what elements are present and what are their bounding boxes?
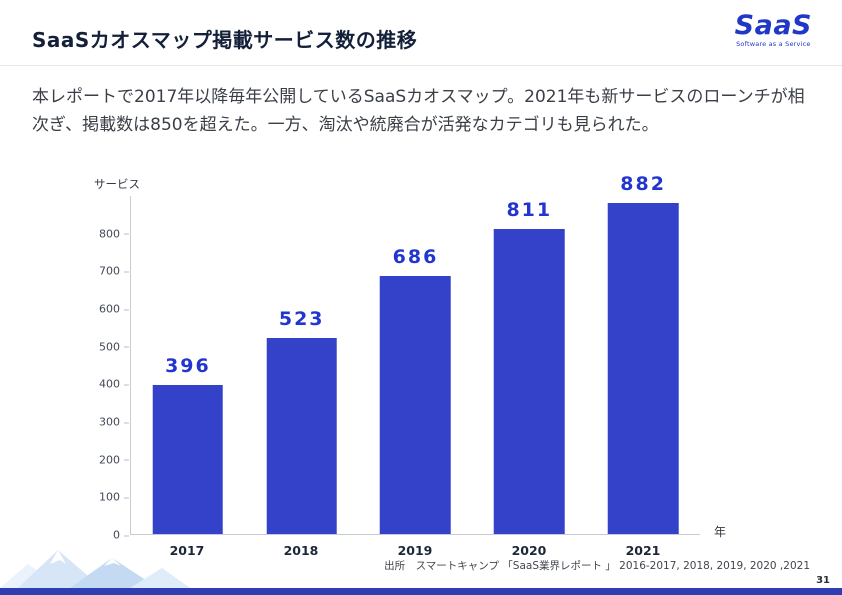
intro-text: 本レポートで2017年以降毎年公開しているSaaSカオスマップ。2021年も新サ… bbox=[32, 87, 805, 135]
mountains-decoration bbox=[0, 550, 190, 588]
plot-area: 396 523 686 811 882 bbox=[130, 173, 700, 535]
y-tick-label: 400 bbox=[86, 378, 129, 391]
bar-slot: 811 bbox=[472, 196, 586, 534]
bottom-accent-bar bbox=[0, 588, 842, 595]
source-text: 出所 スマートキャンプ 「SaaS業界レポート 」 2016-2017, 201… bbox=[384, 560, 810, 572]
bar-slot: 686 bbox=[359, 196, 473, 534]
x-tick-label: 2018 bbox=[283, 543, 319, 558]
bar-value-label: 882 bbox=[620, 172, 666, 195]
bar-value-label: 523 bbox=[278, 307, 325, 330]
saas-logo: SaaS Software as a Service bbox=[735, 12, 812, 48]
bar-value-label: 811 bbox=[506, 199, 553, 222]
x-tick-label: 2017 bbox=[169, 543, 205, 558]
x-tick-label: 2020 bbox=[511, 543, 547, 558]
page-title: SaaSカオスマップ掲載サービス数の推移 bbox=[32, 28, 418, 52]
bar-2019 bbox=[380, 276, 451, 534]
y-axis-title: サービス bbox=[94, 177, 140, 191]
saas-logo-tagline: Software as a Service bbox=[736, 40, 811, 48]
page-number: 31 bbox=[816, 575, 830, 586]
y-axis-ticks: 0 100 200 300 400 500 600 700 800 bbox=[86, 196, 130, 542]
x-tick-label: 2021 bbox=[625, 543, 661, 558]
header: SaaSカオスマップ掲載サービス数の推移 SaaS Software as a … bbox=[0, 0, 842, 66]
bar-slot: 396 bbox=[131, 196, 245, 534]
y-tick-label: 0 bbox=[86, 529, 129, 542]
x-tick-label: 2019 bbox=[397, 543, 433, 558]
bar-slot: 882 bbox=[586, 173, 700, 534]
bar-2017 bbox=[152, 385, 224, 534]
bar-2021 bbox=[607, 202, 679, 534]
bar-2018 bbox=[266, 337, 337, 534]
y-tick-label: 600 bbox=[86, 303, 129, 316]
y-tick-label: 200 bbox=[86, 453, 129, 466]
bar-value-label: 686 bbox=[392, 246, 439, 269]
x-axis-labels: 2017 2018 2019 2020 2021 bbox=[130, 535, 700, 558]
y-tick-label: 700 bbox=[86, 265, 129, 278]
y-tick-label: 500 bbox=[86, 340, 129, 353]
bar-chart: サービス 0 100 200 300 400 500 600 700 800 396 523 686… bbox=[94, 173, 726, 558]
saas-logo-text: SaaS bbox=[734, 10, 812, 41]
bar-2020 bbox=[494, 229, 565, 534]
bar-value-label: 396 bbox=[165, 355, 211, 378]
y-tick-label: 800 bbox=[86, 227, 129, 240]
y-tick-label: 100 bbox=[86, 491, 129, 504]
x-axis-title: 年 bbox=[714, 525, 727, 539]
y-tick-label: 300 bbox=[86, 416, 129, 429]
bar-slot: 523 bbox=[245, 196, 359, 534]
